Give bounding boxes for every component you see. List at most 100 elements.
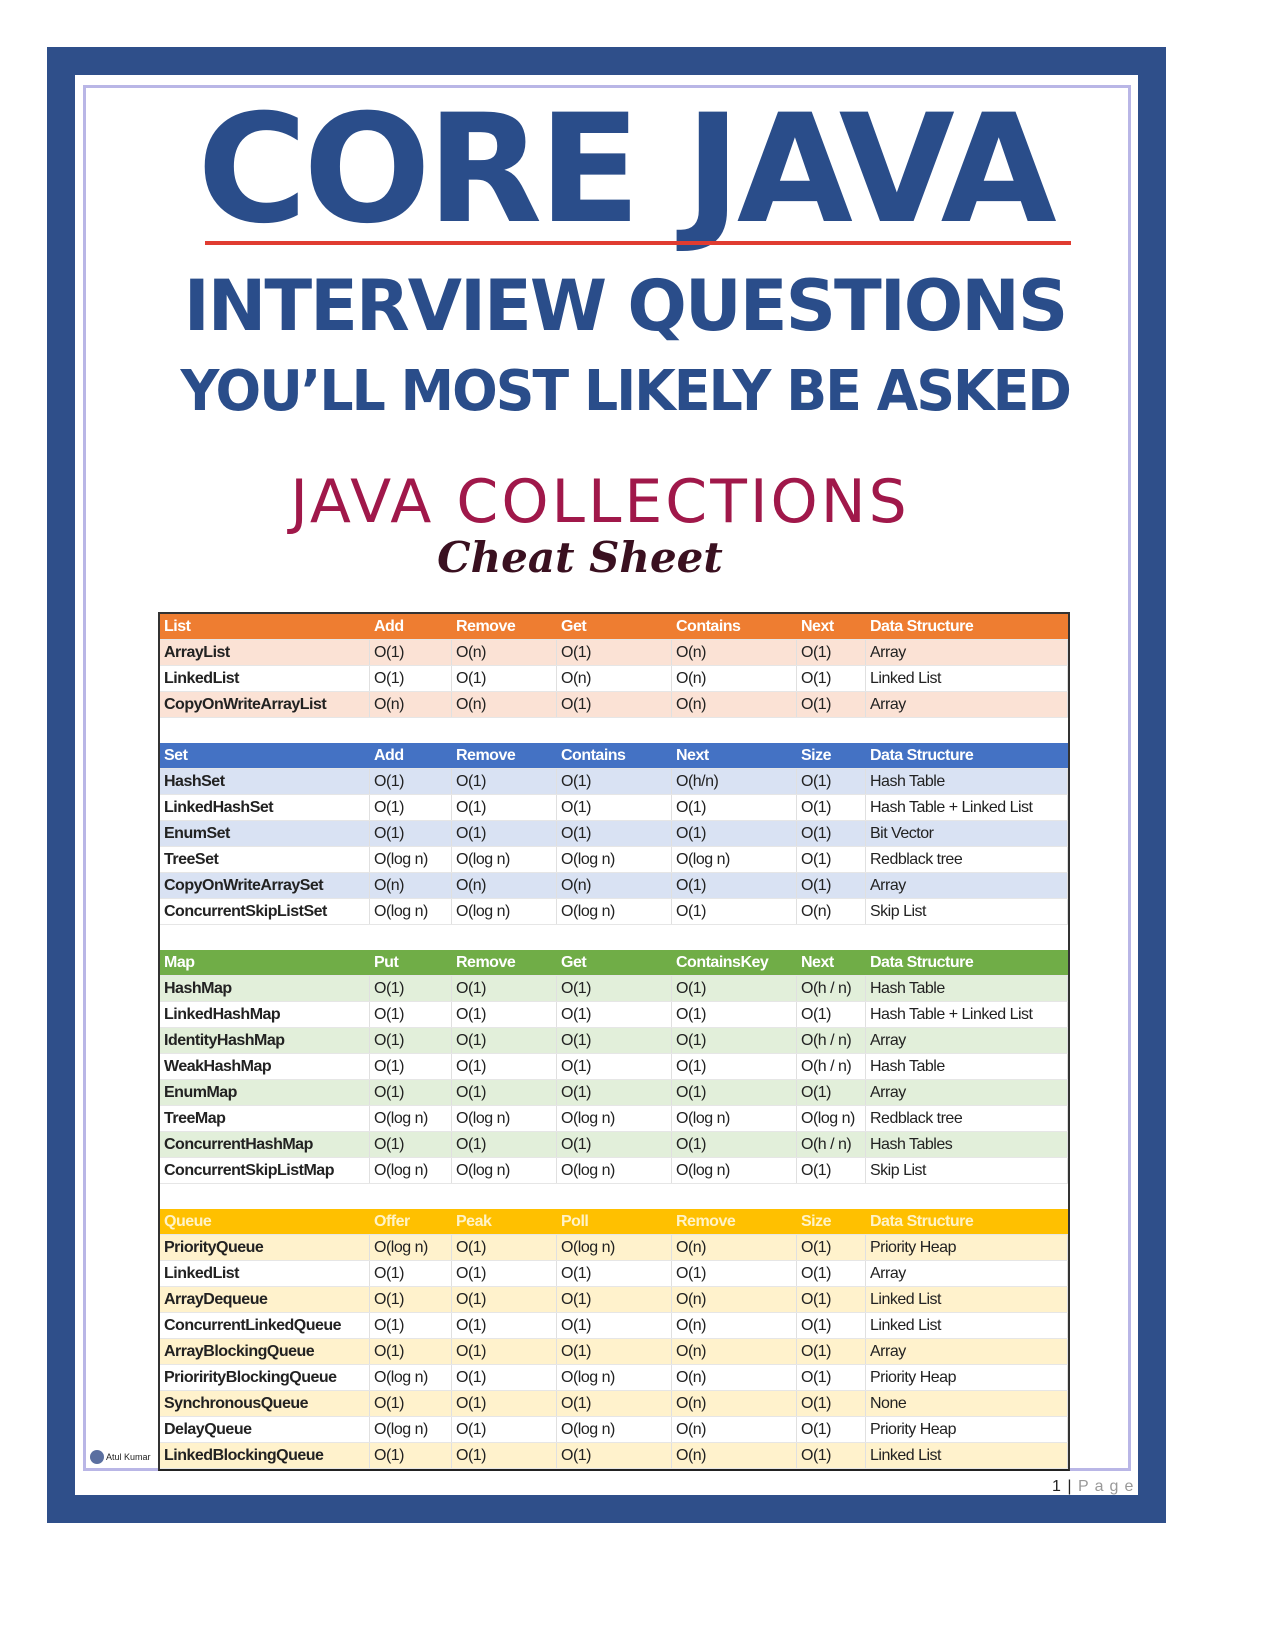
table-cell: Array [866,692,1068,717]
map-table-row: WeakHashMap O(1) O(1) O(1) O(1) O(h / n) Hash … [160,1054,1068,1080]
table-cell: O(1) [370,1261,452,1286]
table-cell: O(1) [557,1313,672,1338]
table-cell: O(1) [797,1443,866,1468]
list-table-row: LinkedList O(1) O(1) O(n) O(n) O(1) Linked Lis… [160,666,1068,692]
table-cell: O(log n) [557,899,672,924]
map-header-row: Map Put Remove Get ContainsKey Next Data Struc… [160,950,1068,976]
table-cell: O(1) [672,1261,797,1286]
table-cell: O(1) [672,821,797,846]
table-cell: O(1) [797,847,866,872]
table-cell: O(1) [797,1313,866,1338]
table-cell: O(n) [557,873,672,898]
table-cell: Priority Heap [866,1365,1068,1390]
title-core-java: CORE JAVA [197,83,1057,257]
table-cell: O(1) [452,795,557,820]
table-cell: Priority Heap [866,1235,1068,1260]
collection-name: ConcurrentSkipListSet [160,899,370,924]
collection-name: DelayQueue [160,1417,370,1442]
column-header: Remove [456,954,516,971]
column-header: Next [801,954,834,971]
table-cell: O(1) [797,1002,866,1027]
column-header: Get [561,954,587,971]
table-cell: O(n) [452,692,557,717]
table-cell: O(1) [797,1287,866,1312]
subtitle-cheat-sheet-box: Cheat Sheet [330,533,830,583]
set-header-row: Set Add Remove Contains Next Size Data Structu… [160,743,1068,769]
collection-name: ConcurrentSkipListMap [160,1158,370,1183]
table-cell: O(1) [370,821,452,846]
column-header: Remove [456,618,516,635]
table-cell: Array [866,1028,1068,1053]
table-cell: O(n) [672,1287,797,1312]
table-cell: O(1) [672,1054,797,1079]
table-cell: O(1) [370,1080,452,1105]
collections-table: List Add Remove Get Contains Next Data Structu… [158,612,1070,1471]
column-header: Contains [676,618,741,635]
table-cell: Array [866,640,1068,665]
table-cell: O(1) [452,976,557,1001]
table-cell: Hash Table + Linked List [866,1002,1068,1027]
table-cell: O(1) [672,1028,797,1053]
table-cell: O(1) [797,873,866,898]
table-cell: Redblack tree [866,847,1068,872]
table-cell: O(1) [557,976,672,1001]
table-cell: Linked List [866,1443,1068,1468]
collection-name: LinkedList [160,1261,370,1286]
collection-name: ArrayList [160,640,370,665]
table-cell: O(1) [452,1339,557,1364]
table-cell: O(log n) [452,1106,557,1131]
table-cell: O(1) [557,1080,672,1105]
column-header: Remove [676,1213,736,1230]
table-cell: O(n) [672,1339,797,1364]
table-cell: O(1) [452,1313,557,1338]
page-footer: 1 | Page [1052,1478,1139,1496]
table-cell: Array [866,1339,1068,1364]
table-cell: O(log n) [452,899,557,924]
table-cell: None [866,1391,1068,1416]
column-header: Next [801,618,834,635]
table-cell: O(n) [672,1391,797,1416]
table-cell: O(1) [557,692,672,717]
map-table-row: IdentityHashMap O(1) O(1) O(1) O(1) O(h / n) A… [160,1028,1068,1054]
page-separator: | [1067,1478,1073,1495]
table-cell: O(n) [672,692,797,717]
table-cell: O(n) [672,1235,797,1260]
table-cell: O(h / n) [797,976,866,1001]
table-cell: O(n) [672,1365,797,1390]
title-most-likely: YOU’LL MOST LIKELY BE ASKED [180,359,1071,424]
table-cell: O(log n) [370,1417,452,1442]
table-cell: O(1) [452,1235,557,1260]
queue-header-row: Queue Offer Peak Poll Remove Size Data Structu… [160,1209,1068,1235]
table-cell: Linked List [866,666,1068,691]
table-cell: Redblack tree [866,1106,1068,1131]
table-cell: O(n) [672,1443,797,1468]
column-header: Contains [561,747,626,764]
column-header: List [164,618,191,635]
table-cell: O(1) [452,1132,557,1157]
table-cell: O(n) [452,640,557,665]
table-cell: O(log n) [370,847,452,872]
title-interview-questions: INTERVIEW QUESTIONS [183,265,1069,347]
column-header: Put [374,954,399,971]
table-cell: O(1) [797,1080,866,1105]
column-header: Size [801,1213,832,1230]
table-cell: O(1) [672,899,797,924]
table-cell: O(1) [370,1028,452,1053]
table-cell: O(1) [557,1261,672,1286]
column-header: Add [374,618,404,635]
queue-table-row: ConcurrentLinkedQueue O(1) O(1) O(1) O(n) O(1… [160,1313,1068,1339]
collection-name: HashSet [160,769,370,794]
title-most-likely-box: YOU’LL MOST LIKELY BE ASKED [180,359,1071,424]
table-cell: O(log n) [370,899,452,924]
table-cell: O(1) [370,1054,452,1079]
table-cell: O(n) [797,899,866,924]
column-header: Data Structure [870,747,974,764]
table-cell: O(n) [672,666,797,691]
column-header: ContainsKey [676,954,769,971]
author-logo: Atul Kumar [90,1450,151,1464]
column-header: Peak [456,1213,492,1230]
map-table-row: ConcurrentSkipListMap O(log n) O(log n) O(l… [160,1158,1068,1184]
map-table-row: EnumMap O(1) O(1) O(1) O(1) O(1) Array [160,1080,1068,1106]
map-table-row: HashMap O(1) O(1) O(1) O(1) O(h / n) Hash Tabl… [160,976,1068,1002]
table-cell: O(1) [452,1080,557,1105]
